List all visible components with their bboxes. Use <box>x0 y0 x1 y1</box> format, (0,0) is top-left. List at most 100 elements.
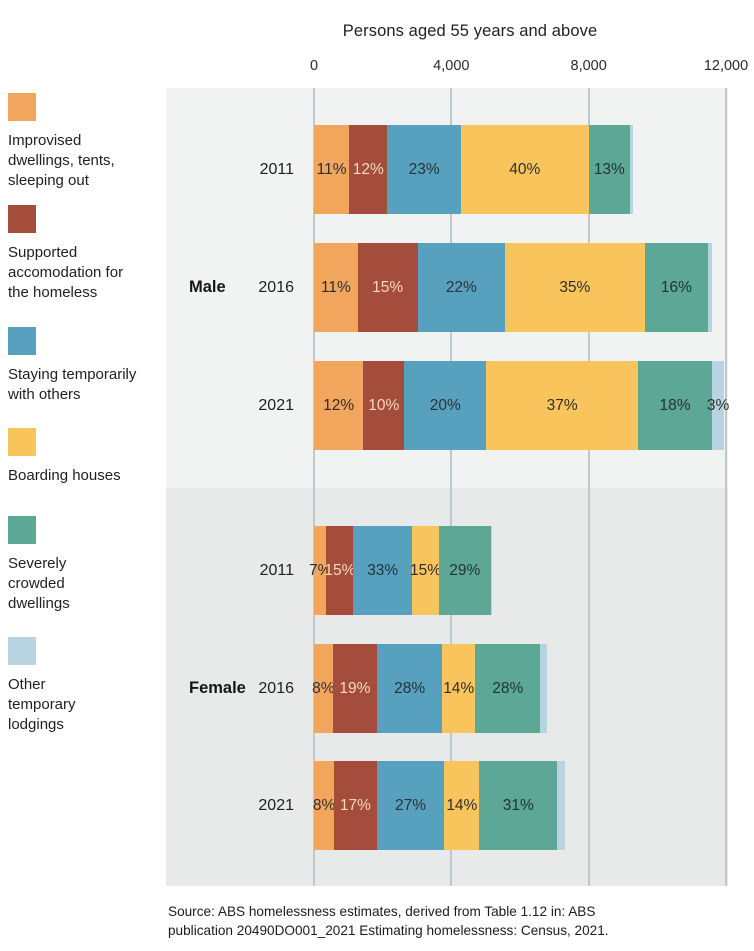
gridline <box>725 88 727 886</box>
stacked-bar-male-2021: 12% 10% 20% 37% 18% 3% <box>314 361 729 450</box>
bar-segment <box>540 644 548 733</box>
bar-segment: 33% <box>353 526 413 615</box>
bar-segment <box>490 526 493 615</box>
bar-segment: 19% <box>332 644 378 733</box>
segment-percent-label: 35% <box>559 278 591 296</box>
year-label: 2016 <box>258 278 294 296</box>
stacked-bar-male-2011: 11% 12% 23% 40% 13% <box>314 125 634 214</box>
group-label-male: Male <box>189 278 226 296</box>
gridline <box>450 88 453 886</box>
segment-percent-label: 28% <box>394 679 426 697</box>
segment-percent-label: 14% <box>443 679 475 697</box>
segment-percent-label: 8% <box>312 796 336 814</box>
legend-item: Improvised dwellings, tents, sleeping out <box>8 93 160 191</box>
bar-segment: 28% <box>377 644 443 733</box>
bar-segment <box>557 761 565 850</box>
segment-percent-label: 20% <box>429 396 461 414</box>
gridline <box>313 88 315 886</box>
bar-segment: 22% <box>417 243 506 332</box>
stacked-bar-female-2016: 8% 19% 28% 14% 28% <box>312 644 548 733</box>
group-label-female: Female <box>189 679 246 697</box>
legend-swatch-icon <box>8 327 36 355</box>
segment-percent-label: 18% <box>659 396 691 414</box>
x-axis-tick-label: 12,000 <box>703 58 749 74</box>
bar-segment: 3% <box>707 361 729 450</box>
bar-segment: 18% <box>638 361 712 450</box>
bar-segment: 20% <box>404 361 487 450</box>
source-line-2: publication 20490DO001_2021 Estimating h… <box>168 922 609 938</box>
segment-percent-label: 15% <box>410 561 442 579</box>
chart-title: Persons aged 55 years and above <box>342 22 598 40</box>
bar-segment: 14% <box>442 644 476 733</box>
segment-percent-label: 33% <box>367 561 399 579</box>
legend-label: Other temporary lodgings <box>8 676 76 733</box>
segment-percent-label: 15% <box>372 278 404 296</box>
year-label: 2021 <box>258 396 294 414</box>
legend-label: Severely crowded dwellings <box>8 555 70 612</box>
segment-percent-label: 11% <box>316 160 347 178</box>
segment-percent-label: 28% <box>492 679 524 697</box>
legend-item: Boarding houses <box>8 428 160 486</box>
legend-swatch-icon <box>8 637 36 665</box>
bar-segment: 27% <box>376 761 445 850</box>
segment-percent-label: 17% <box>339 796 371 814</box>
bar-segment: 15% <box>357 243 418 332</box>
legend-swatch-icon <box>8 516 36 544</box>
segment-percent-label: 8% <box>312 679 335 697</box>
bar-segment: 35% <box>505 243 645 332</box>
legend-label: Boarding houses <box>8 467 121 484</box>
bar-segment: 11% <box>314 125 350 214</box>
bar-segment: 7% <box>309 526 331 615</box>
segment-percent-label: 22% <box>445 278 477 296</box>
segment-percent-label: 15% <box>324 561 356 579</box>
segment-percent-label: 23% <box>408 160 440 178</box>
bar-segment: 10% <box>363 361 405 450</box>
segment-percent-label: 11% <box>320 278 351 296</box>
bar-segment: 17% <box>334 761 377 850</box>
segment-percent-label: 10% <box>368 396 400 414</box>
bar-segment: 16% <box>644 243 709 332</box>
bar-segment: 12% <box>349 125 388 214</box>
legend-swatch-icon <box>8 428 36 456</box>
bar-segment: 29% <box>438 526 491 615</box>
segment-percent-label: 40% <box>509 160 541 178</box>
legend-item: Severely crowded dwellings <box>8 516 160 614</box>
segment-percent-label: 12% <box>352 160 384 178</box>
bar-segment: 8% <box>312 761 336 850</box>
stacked-bar-female-2011: 7% 15% 33% 15% 29% <box>309 526 493 615</box>
gridline <box>587 88 590 886</box>
segment-percent-label: 12% <box>323 396 355 414</box>
segment-percent-label: 37% <box>546 396 578 414</box>
segment-percent-label: 27% <box>394 796 426 814</box>
legend-item: Supported accomodation for the homeless <box>8 205 160 303</box>
bar-segment: 40% <box>460 125 589 214</box>
stacked-bar-male-2016: 11% 15% 22% 35% 16% <box>314 243 713 332</box>
x-axis-tick-label: 0 <box>309 58 319 74</box>
segment-percent-label: 7% <box>309 561 332 579</box>
legend-swatch-icon <box>8 205 36 233</box>
legend-item: Other temporary lodgings <box>8 637 160 735</box>
legend-label: Supported accomodation for the homeless <box>8 244 124 301</box>
segment-percent-label: 14% <box>446 796 478 814</box>
bar-segment: 13% <box>588 125 631 214</box>
segment-percent-label: 31% <box>502 796 534 814</box>
stacked-bar-female-2021: 8% 17% 27% 14% 31% <box>312 761 565 850</box>
bar-segment: 8% <box>312 644 335 733</box>
source-note: Source: ABS homelessness estimates, deri… <box>168 903 609 940</box>
bar-segment: 28% <box>475 644 541 733</box>
x-axis-tick-label: 4,000 <box>433 58 470 74</box>
legend-item: Staying temporarily with others <box>8 327 160 405</box>
segment-percent-label: 13% <box>593 160 625 178</box>
segment-percent-label: 29% <box>449 561 481 579</box>
year-label: 2011 <box>259 160 294 178</box>
bar-segment: 31% <box>479 761 558 850</box>
segment-percent-label: 3% <box>706 396 730 414</box>
bar-segment <box>708 243 713 332</box>
bar-segment: 23% <box>387 125 461 214</box>
bar-segment: 37% <box>486 361 639 450</box>
bar-segment: 15% <box>410 526 442 615</box>
bar-segment: 12% <box>314 361 364 450</box>
x-axis-tick-label: 8,000 <box>570 58 607 74</box>
source-line-1: Source: ABS homelessness estimates, deri… <box>168 904 596 919</box>
